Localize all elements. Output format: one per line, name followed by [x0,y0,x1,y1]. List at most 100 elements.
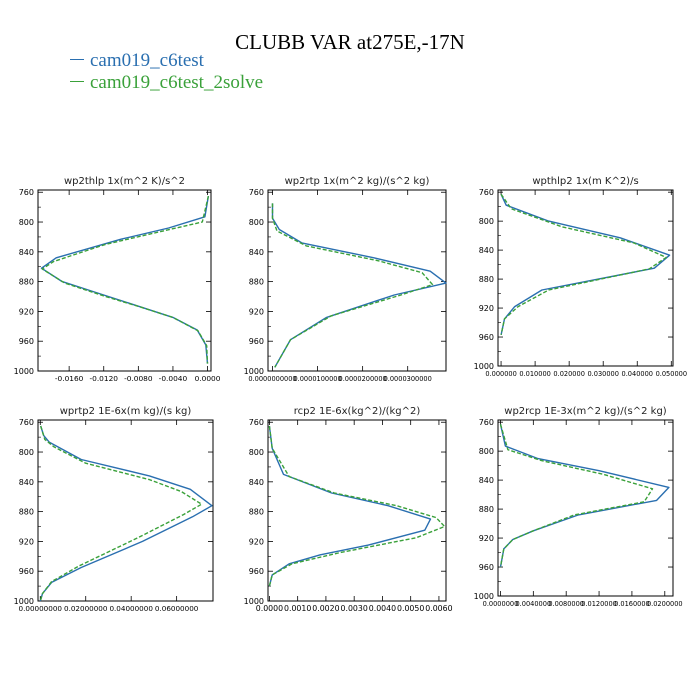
y-tick-label: 920 [479,304,494,313]
legend-entry-series-1: cam019_c6test_2solve [70,72,263,94]
series-line-0 [268,425,432,587]
chart-panel-6: wp2rcp 1E-3x(m^2 kg)/(s^2 kg) 760 800 840 88… [474,406,683,608]
chart-panel-5: rcp2 1E-6x(kg^2)/(kg^2) 760 800 840 880 920 96… [244,406,453,613]
panel-title: wp2rtp 1x(m^2 kg)/(s^2 kg) [285,176,430,187]
plot-frame [267,189,447,372]
y-tick-label: 880 [19,508,34,517]
y-tick-label: 840 [19,248,34,257]
series-line-1 [271,203,434,368]
chart-panel-4: wprtp2 1E-6x(m kg)/(s kg) 760 800 840 880 920… [14,406,214,613]
y-tick-label: 760 [479,418,494,427]
x-tick-label: 0.00000000 [19,604,63,613]
x-tick-label: -0.0040 [159,374,188,383]
x-tick-label: 0.020000 [553,370,584,378]
y-tick-label: 840 [479,476,494,485]
y-tick-label: 880 [249,278,264,287]
y-tick-label: 840 [479,246,494,255]
y-tick-label: 960 [479,333,494,342]
y-tick-label: 960 [249,567,264,576]
y-tick-label: 920 [19,537,34,546]
series-line-1 [41,195,210,364]
x-tick-label: -0.0120 [89,374,118,383]
panel-title: wprtp2 1E-6x(m kg)/(s kg) [60,406,192,417]
x-tick-label: 0.02000000 [64,604,108,613]
y-tick-label: 880 [479,505,494,514]
y-tick-label: 880 [19,278,34,287]
y-tick-label: 1000 [244,597,264,606]
y-tick-label: 760 [249,188,264,197]
y-tick-label: 920 [19,307,34,316]
series-line-1 [268,425,446,587]
plot-frame [267,419,447,602]
x-tick-label: 0.0000000 [483,600,519,608]
plot-frame [37,189,212,372]
x-tick-label: 0.0010 [284,604,311,613]
x-tick-label: 0.0040 [369,604,396,613]
y-tick-label: 840 [19,478,34,487]
series-line-0 [499,424,670,568]
chart-panel-3: wpthlp2 1x(m K^2)/s 760 800 840 880 920 960 100… [474,176,687,378]
x-tick-label: 0.050000 [656,370,687,378]
x-tick-label: 0.040000 [622,370,653,378]
x-tick-label: 0.0020 [312,604,339,613]
series-line-0 [40,195,210,364]
x-tick-label: -0.0160 [55,374,84,383]
legend-entry-series-0: cam019_c6test [70,50,204,72]
x-tick-label: 0.04000000 [109,604,153,613]
y-tick-label: 800 [19,448,34,457]
panel-title: wpthlp2 1x(m K^2)/s [532,176,638,187]
y-tick-label: 760 [479,188,494,197]
x-tick-label: 0.0000100000 [293,375,341,383]
y-tick-label: 920 [249,537,264,546]
series-line-1 [500,193,667,336]
legend-label: cam019_c6test [90,50,204,71]
y-tick-label: 960 [19,337,34,346]
y-tick-label: 800 [479,217,494,226]
y-tick-label: 1000 [244,367,264,376]
series-line-0 [500,194,671,336]
y-tick-label: 800 [19,218,34,227]
plot-frame [37,419,214,602]
y-tick-label: 840 [249,478,264,487]
x-tick-label: 0.000000 [485,370,516,378]
plot-frame [497,189,674,367]
x-tick-label: 0.0000300000 [384,375,432,383]
y-tick-label: 800 [479,447,494,456]
series-line-0 [271,203,447,368]
plot-frame [497,419,674,597]
y-tick-label: 760 [19,188,34,197]
x-tick-label: 0.0060 [425,604,452,613]
panel-title: wp2thlp 1x(m^2 K)/s^2 [64,176,185,187]
x-tick-label: 0.0040000 [515,600,551,608]
y-tick-label: 960 [479,563,494,572]
y-tick-label: 880 [479,275,494,284]
panel-title: wp2rcp 1E-3x(m^2 kg)/(s^2 kg) [504,406,667,417]
figure-title: CLUBB VAR at275E,-17N [235,30,465,54]
y-tick-label: 800 [249,218,264,227]
y-tick-label: 1000 [474,362,494,371]
x-tick-label: 0.0000200000 [339,375,387,383]
x-tick-label: 0.030000 [587,370,618,378]
y-tick-label: 1000 [474,592,494,601]
x-tick-label: 0.0080000 [548,600,584,608]
chart-panel-1: wp2thlp 1x(m^2 K)/s^2 760 800 840 880 920 960 1… [14,176,221,383]
y-tick-label: 760 [19,418,34,427]
legend-label: cam019_c6test_2solve [90,72,264,93]
y-tick-label: 920 [249,307,264,316]
series-line-1 [499,424,654,568]
chart-panel-2: wp2rtp 1x(m^2 kg)/(s^2 kg) 760 800 840 880 92… [244,176,447,383]
legend-line-icon [70,81,84,83]
y-tick-label: 760 [249,418,264,427]
x-tick-label: 0.010000 [519,370,550,378]
x-tick-label: 0.0000 [256,604,283,613]
panel-title: rcp2 1E-6x(kg^2)/(kg^2) [294,406,421,417]
x-tick-label: 0.0000000000 [248,375,296,383]
y-tick-label: 960 [249,337,264,346]
series-line-0 [39,425,213,602]
y-tick-label: 920 [479,534,494,543]
x-tick-label: 0.0200000 [647,600,683,608]
x-tick-label: 0.0000 [195,374,221,383]
y-tick-label: 1000 [14,597,34,606]
y-tick-label: 840 [249,248,264,257]
